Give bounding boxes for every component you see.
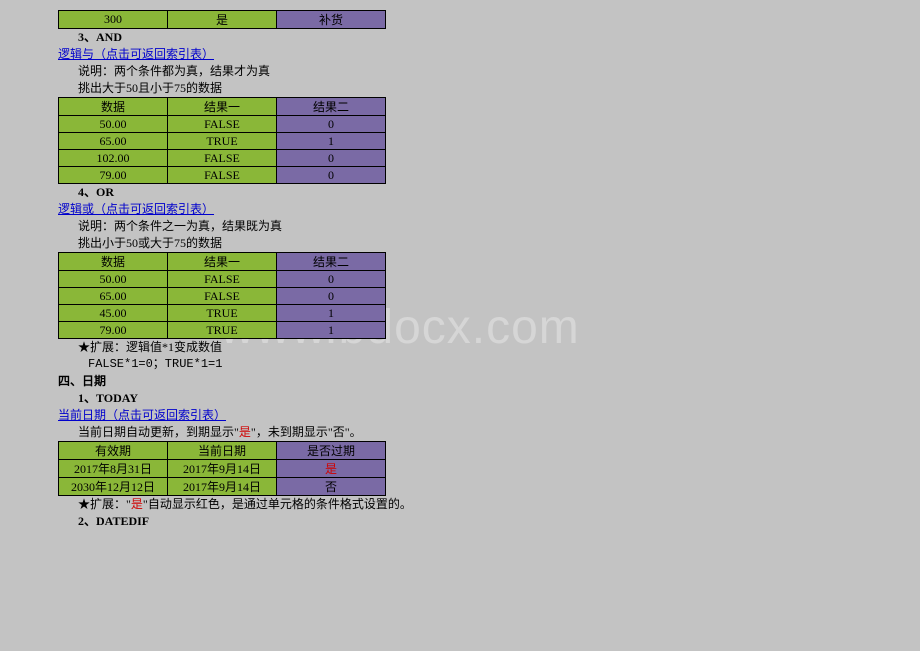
or-ext1: ★扩展：逻辑值*1变成数值	[0, 339, 920, 356]
table-row: 102.00FALSE0	[59, 150, 386, 167]
table-row: 50.00FALSE0	[59, 116, 386, 133]
and-heading: 3、AND	[0, 29, 920, 46]
and-table: 数据 结果一 结果二 50.00FALSE0 65.00TRUE1 102.00…	[58, 97, 386, 184]
table-row: 2017年8月31日 2017年9月14日 是	[59, 460, 386, 478]
table-row: 50.00FALSE0	[59, 271, 386, 288]
or-table: 数据 结果一 结果二 50.00FALSE0 65.00FALSE0 45.00…	[58, 252, 386, 339]
top-c3: 补货	[277, 11, 386, 29]
ext-pre: ★扩展："	[78, 496, 131, 513]
or-h3: 结果二	[277, 253, 386, 271]
desc-pre: 当前日期自动更新，到期显示"	[78, 424, 239, 441]
date-section-title: 四、日期	[0, 373, 920, 390]
and-h2: 结果一	[168, 98, 277, 116]
and-rule: 挑出大于50且小于75的数据	[0, 80, 920, 97]
and-index-link[interactable]: 逻辑与（点击可返回索引表）	[0, 46, 920, 63]
today-heading: 1、TODAY	[0, 390, 920, 407]
or-rule: 挑出小于50或大于75的数据	[0, 235, 920, 252]
or-h2: 结果一	[168, 253, 277, 271]
table-row: 65.00FALSE0	[59, 288, 386, 305]
or-desc: 说明：两个条件之一为真，结果既为真	[0, 218, 920, 235]
table-row: 45.00TRUE1	[59, 305, 386, 322]
top-c1: 300	[59, 11, 168, 29]
top-row-table: 300 是 补货	[58, 10, 386, 29]
date-ext: ★扩展："是"自动显示红色，是通过单元格的条件格式设置的。	[0, 496, 920, 513]
or-ext2: FALSE*1=0；TRUE*1=1	[0, 356, 920, 373]
and-desc: 说明：两个条件都为真，结果才为真	[0, 63, 920, 80]
table-row: 65.00TRUE1	[59, 133, 386, 150]
today-desc: 当前日期自动更新，到期显示"是"，未到期显示"否"。	[0, 424, 920, 441]
datedif-heading: 2、DATEDIF	[0, 513, 920, 530]
today-index-link[interactable]: 当前日期（点击可返回索引表）	[0, 407, 920, 424]
date-h2: 当前日期	[168, 442, 277, 460]
ext-post: "自动显示红色，是通过单元格的条件格式设置的。	[143, 496, 412, 513]
table-row: 2030年12月12日 2017年9月14日 否	[59, 478, 386, 496]
and-h1: 数据	[59, 98, 168, 116]
or-h1: 数据	[59, 253, 168, 271]
table-row: 79.00TRUE1	[59, 322, 386, 339]
or-heading: 4、OR	[0, 184, 920, 201]
date-table: 有效期 当前日期 是否过期 2017年8月31日 2017年9月14日 是 20…	[58, 441, 386, 496]
or-index-link[interactable]: 逻辑或（点击可返回索引表）	[0, 201, 920, 218]
date-h3: 是否过期	[277, 442, 386, 460]
and-h3: 结果二	[277, 98, 386, 116]
table-row: 79.00FALSE0	[59, 167, 386, 184]
date-h1: 有效期	[59, 442, 168, 460]
desc-post: "，未到期显示"否"。	[251, 424, 362, 441]
desc-red: 是	[239, 424, 251, 441]
top-c2: 是	[168, 11, 277, 29]
ext-red: 是	[131, 496, 143, 513]
